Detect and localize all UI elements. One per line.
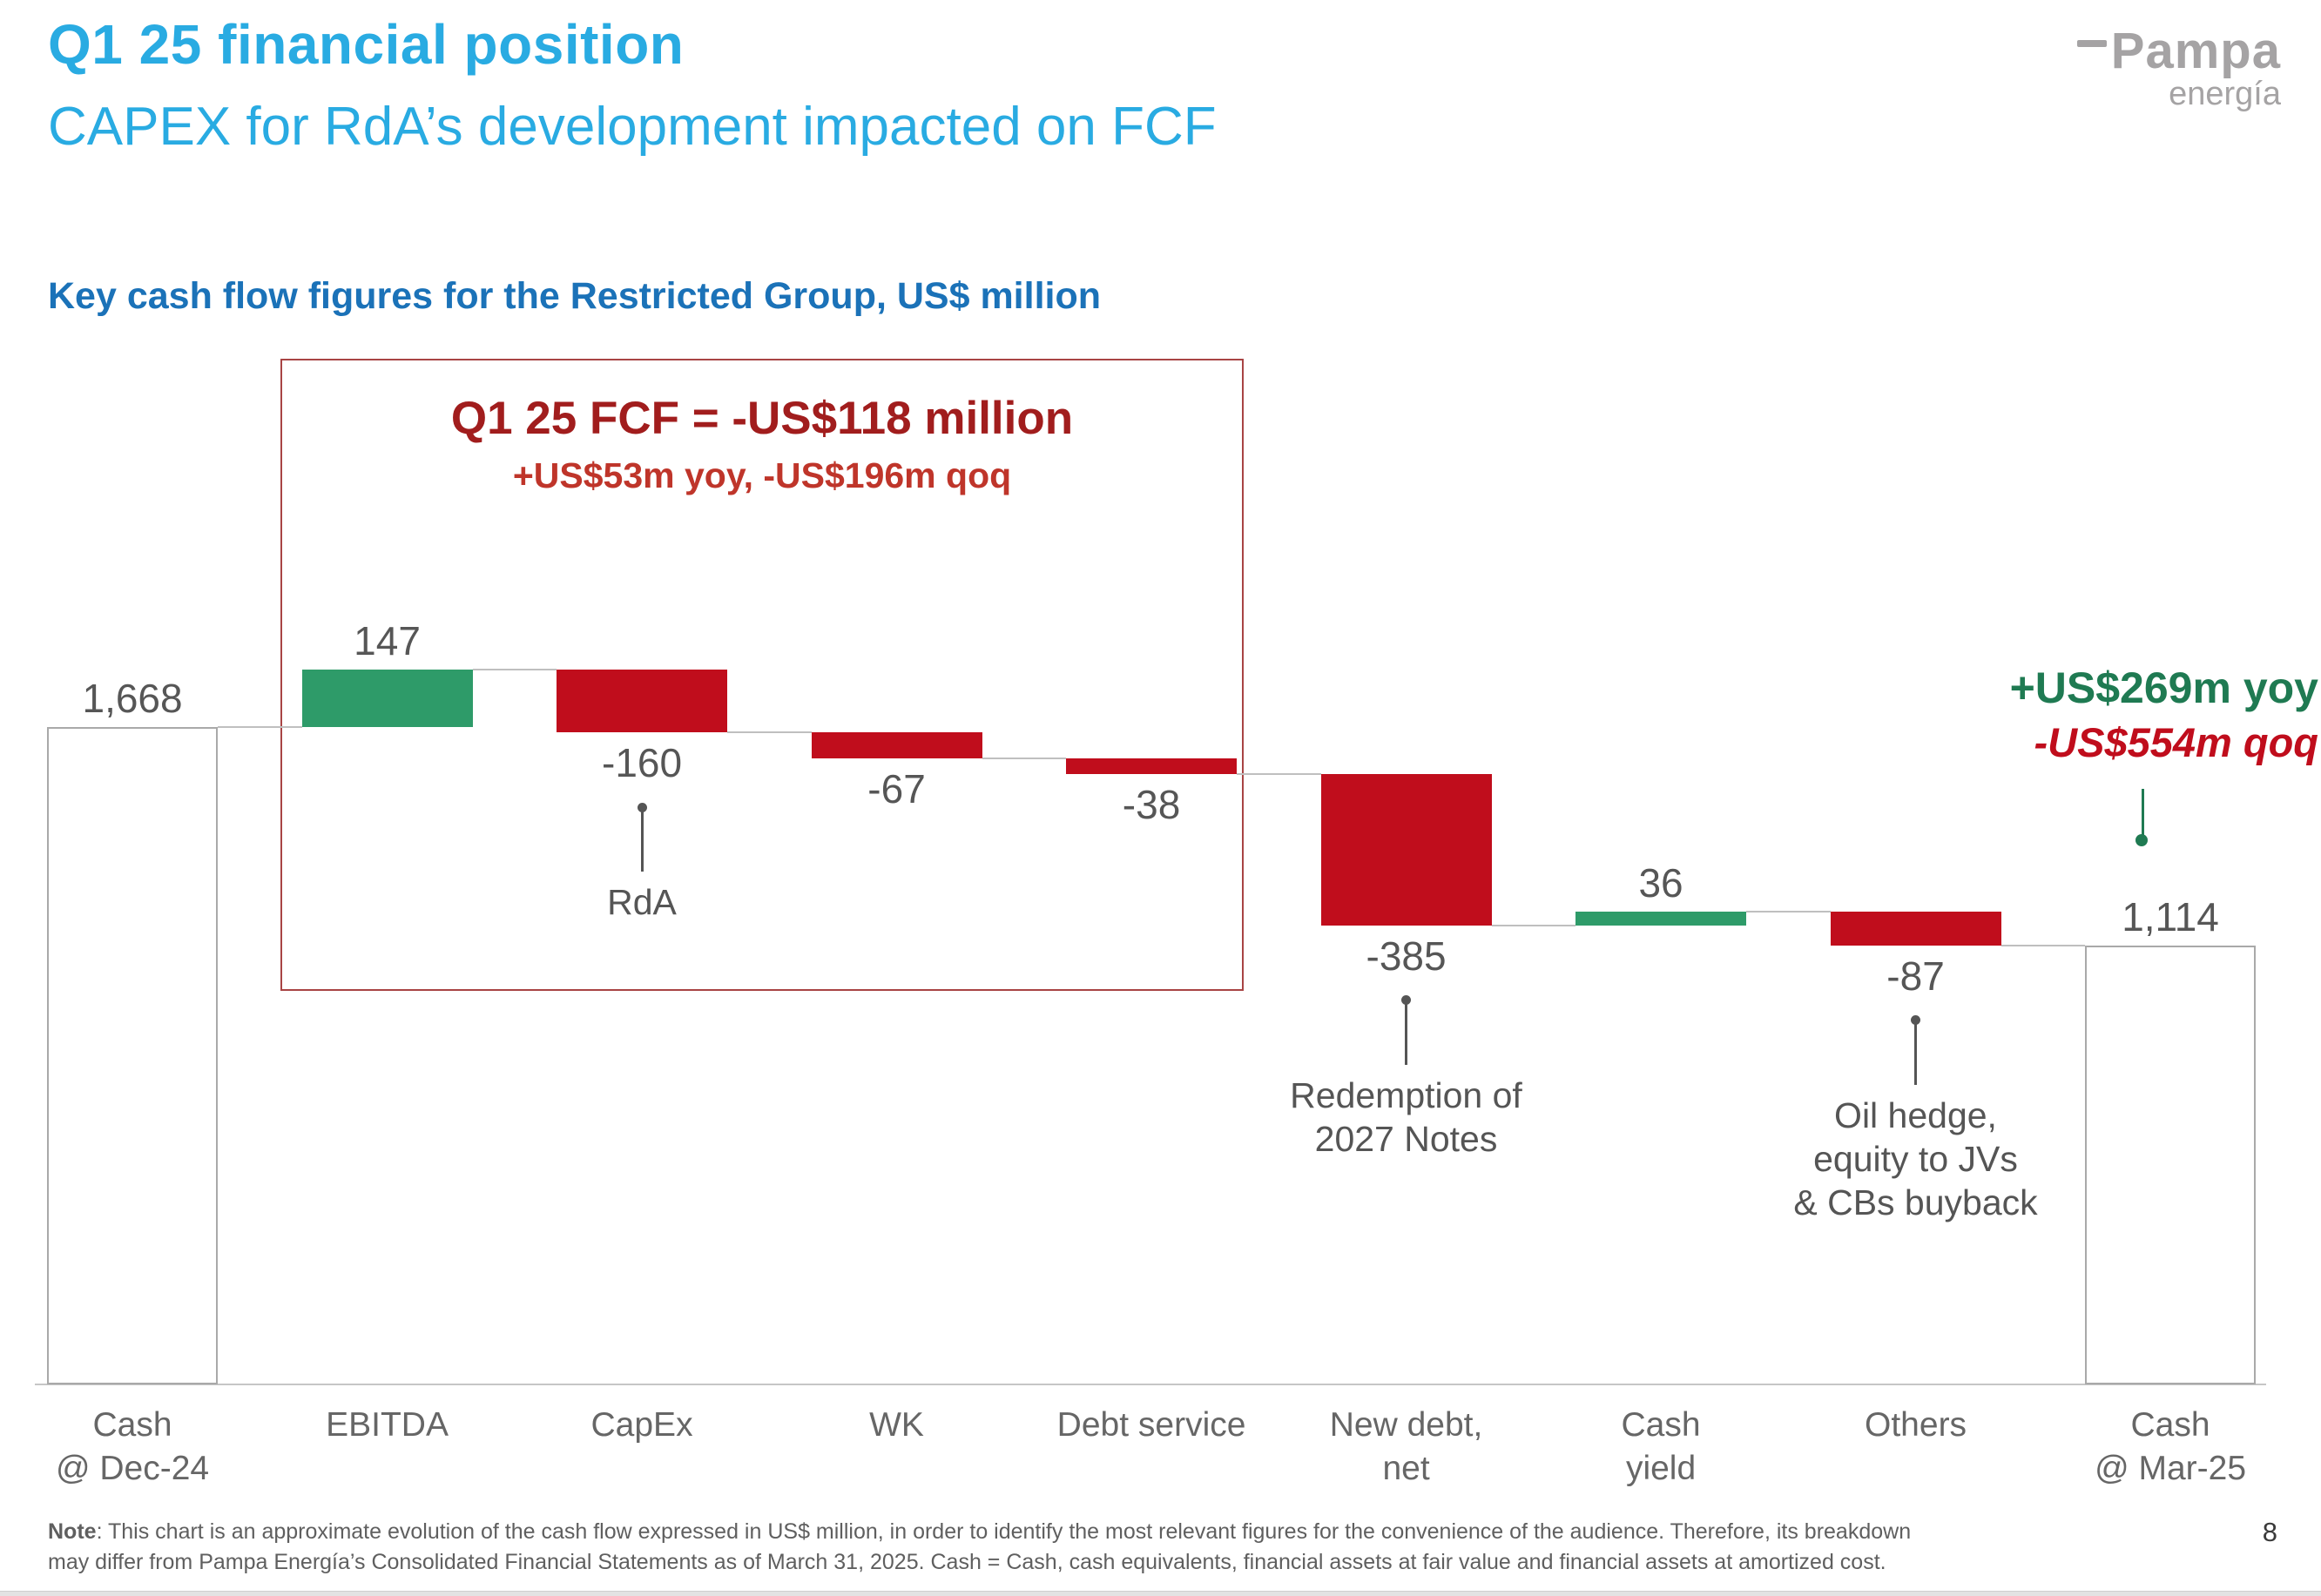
waterfall-bar-wk — [811, 732, 982, 759]
fcf-subtitle: +US$53m yoy, -US$196m qoq — [512, 455, 1012, 495]
fcf-annotation-box: Q1 25 FCF = -US$118 million +US$53m yoy,… — [280, 359, 1244, 991]
connector-2 — [727, 731, 812, 734]
waterfall-bar-ebitda — [301, 669, 473, 728]
waterfall-bar-new-debt-net — [1320, 773, 1492, 926]
category-label-capex: CapEx — [590, 1406, 693, 1444]
waterfall-bar-cash-mar-25 — [2085, 945, 2256, 1384]
fcf-title: Q1 25 FCF = -US$118 million — [450, 393, 1074, 444]
logo-wordmark: Pampa — [2110, 23, 2281, 79]
value-label-wk: -67 — [867, 766, 926, 812]
footnote: Note: This chart is an approximate evolu… — [48, 1517, 1955, 1578]
connector-1 — [472, 668, 557, 670]
waterfall-bar-cash-dec-24 — [47, 727, 218, 1384]
footnote-text: : This chart is an approximate evolution… — [48, 1519, 1912, 1574]
footnote-label: Note — [48, 1519, 97, 1544]
annotation-pointer-line — [2142, 789, 2144, 838]
value-label-debt-service: -38 — [1122, 781, 1181, 827]
waterfall-bar-capex — [557, 669, 727, 733]
connector-5 — [1491, 924, 1575, 926]
category-label-cash-mar-25: Cash @ Mar-25 — [2095, 1406, 2247, 1487]
category-label-cash-yield: Cash yield — [1621, 1406, 1701, 1487]
page-subtitle: CAPEX for RdA’s development impacted on … — [48, 97, 1217, 157]
pampa-energia-logo: Pampa energía — [2076, 23, 2281, 112]
waterfall-bar-debt-service — [1066, 758, 1237, 774]
value-label-ebitda: 147 — [354, 617, 421, 663]
right-annotation: +US$269m yoy -US$554m qoq — [2010, 662, 2318, 768]
bottom-edge-strip — [0, 1591, 2321, 1596]
callout-line-others — [1914, 1020, 1917, 1085]
value-label-capex: -160 — [602, 740, 683, 786]
value-label-cash-dec-24: 1,668 — [82, 676, 183, 722]
callout-line-new-debt-net — [1405, 1000, 1407, 1065]
connector-6 — [1746, 910, 1831, 912]
page-title: Q1 25 financial position — [48, 13, 685, 76]
category-label-cash-dec-24: Cash @ Dec-24 — [55, 1406, 210, 1487]
callout-label-new-debt-net: Redemption of 2027 Notes — [1290, 1074, 1522, 1159]
category-label-others: Others — [1865, 1406, 1967, 1444]
cash-yoy-annotation: +US$269m yoy — [2009, 663, 2318, 712]
callout-line-capex — [640, 807, 644, 872]
logo-row: Pampa — [2076, 23, 2281, 79]
category-label-debt-service: Debt service — [1056, 1406, 1246, 1444]
annotation-pointer-dot — [2135, 834, 2148, 846]
page-number: 8 — [2262, 1517, 2277, 1547]
chart-heading: Key cash flow figures for the Restricted… — [48, 275, 1101, 317]
connector-7 — [2001, 944, 2085, 946]
x-axis-line — [35, 1384, 2266, 1385]
value-label-others: -87 — [1886, 953, 1945, 999]
value-label-cash-mar-25: 1,114 — [2122, 893, 2219, 939]
value-label-cash-yield: 36 — [1638, 859, 1683, 906]
waterfall-bar-cash-yield — [1575, 911, 1746, 926]
category-label-wk: WK — [869, 1406, 924, 1444]
cash-qoq-annotation: -US$554m qoq — [2034, 719, 2318, 765]
callout-label-others: Oil hedge, equity to JVs & CBs buyback — [1793, 1094, 2038, 1222]
connector-0 — [218, 726, 302, 729]
category-label-ebitda: EBITDA — [326, 1406, 449, 1444]
value-label-new-debt-net: -385 — [1366, 933, 1447, 979]
connector-3 — [982, 758, 1066, 760]
callout-label-capex: RdA — [607, 882, 677, 923]
logo-sub-wordmark: energía — [2169, 76, 2281, 112]
waterfall-bar-others — [1830, 911, 2001, 946]
logo-dash-icon — [2076, 40, 2107, 47]
category-label-new-debt-net: New debt, net — [1329, 1406, 1483, 1487]
connector-4 — [1237, 772, 1321, 775]
